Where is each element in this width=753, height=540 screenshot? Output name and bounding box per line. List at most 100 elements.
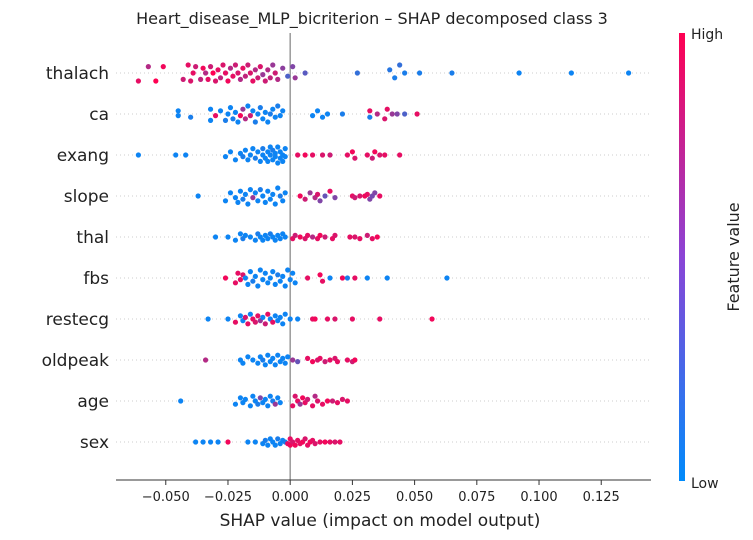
point-thalach-16 [215, 67, 221, 73]
x-tick-label: 0.025 [334, 490, 371, 505]
point-fbs-23 [287, 277, 293, 283]
point-age-28 [319, 401, 326, 407]
point-age-22 [300, 395, 306, 401]
point-thalach-36 [265, 67, 271, 73]
point-age-4 [242, 396, 248, 402]
point-ca-6 [217, 108, 224, 114]
point-restecg-29 [377, 316, 383, 322]
point-thalach-15 [212, 78, 219, 84]
point-age-32 [339, 396, 346, 402]
point-thal-15 [272, 237, 278, 243]
point-sex-29 [312, 441, 318, 447]
point-exang-42 [364, 152, 370, 158]
point-ca-13 [237, 113, 244, 119]
point-sex-34 [337, 439, 343, 445]
point-ca-25 [267, 111, 273, 117]
point-ca-24 [265, 119, 271, 125]
point-exang-45 [377, 152, 383, 158]
point-ca-22 [260, 116, 266, 122]
point-age-33 [344, 398, 351, 404]
point-thalach-40 [275, 76, 281, 82]
x-tick-label: −0.025 [204, 490, 252, 505]
colorbar-low-label: Low [691, 476, 719, 492]
point-sex-3 [215, 439, 221, 445]
point-slope-25 [302, 196, 308, 202]
point-oldpeak-13 [275, 352, 281, 358]
point-thalach-45 [302, 70, 308, 76]
point-slope-4 [235, 199, 241, 205]
feature-label-oldpeak: oldpeak [42, 351, 110, 371]
point-exang-2 [183, 152, 189, 158]
point-fbs-26 [305, 275, 311, 281]
point-restecg-30 [429, 316, 435, 322]
point-restecg-16 [270, 319, 276, 325]
feature-label-slope: slope [64, 187, 109, 207]
point-thalach-13 [207, 64, 214, 70]
point-ca-16 [245, 103, 251, 109]
point-ca-36 [367, 114, 373, 120]
point-ca-10 [230, 116, 236, 122]
point-ca-7 [222, 117, 229, 123]
point-ca-40 [384, 106, 390, 112]
point-oldpeak-23 [317, 355, 323, 361]
feature-labels: thalach ca exang slope thal fbs restecg oldpeak… [42, 64, 110, 453]
point-thal-7 [252, 237, 258, 243]
point-ca-8 [225, 111, 231, 117]
point-oldpeak-17 [285, 354, 291, 360]
point-ca-12 [235, 119, 241, 125]
point-fbs-18 [275, 272, 281, 278]
point-ca-37 [367, 108, 373, 114]
point-ca-33 [319, 114, 326, 120]
point-restecg-20 [280, 321, 286, 327]
point-restecg-26 [324, 316, 331, 322]
point-restecg-12 [260, 314, 266, 320]
point-thalach-0 [135, 78, 141, 84]
point-thalach-17 [217, 75, 224, 81]
point-thalach-38 [270, 62, 276, 68]
point-ca-42 [394, 111, 400, 117]
point-age-21 [297, 401, 303, 407]
x-tick-label: 0.125 [583, 490, 620, 505]
point-oldpeak-4 [250, 357, 256, 363]
point-thal-24 [305, 232, 311, 238]
point-thalach-5 [185, 62, 191, 68]
point-sex-21 [292, 442, 298, 448]
point-thalach-29 [247, 70, 253, 76]
point-restecg-6 [245, 321, 251, 327]
point-thalach-44 [292, 75, 298, 81]
point-ca-11 [232, 109, 239, 115]
point-thal-27 [317, 232, 323, 238]
point-oldpeak-27 [334, 359, 341, 365]
point-ca-44 [414, 111, 420, 117]
feature-label-restecg: restecg [46, 310, 109, 330]
point-restecg-28 [349, 316, 355, 322]
point-thalach-3 [160, 64, 166, 70]
point-thalach-18 [220, 62, 226, 68]
point-fbs-12 [260, 277, 266, 283]
point-exang-43 [369, 155, 375, 161]
point-oldpeak-2 [240, 360, 246, 366]
point-ca-4 [207, 106, 214, 112]
x-tick-label: 0.000 [272, 490, 309, 505]
point-oldpeak-12 [272, 362, 278, 368]
point-ca-3 [207, 117, 214, 123]
point-exang-31 [280, 158, 286, 164]
point-fbs-17 [272, 281, 278, 287]
point-oldpeak-24 [322, 359, 328, 365]
point-sex-1 [200, 439, 206, 445]
point-thal-31 [347, 234, 353, 240]
point-exang-19 [265, 158, 271, 164]
x-tick-label: 0.075 [458, 490, 495, 505]
point-age-2 [237, 395, 244, 401]
point-fbs-3 [237, 277, 244, 283]
point-exang-35 [302, 152, 308, 158]
point-sex-31 [322, 439, 328, 445]
x-axis-ticks: −0.050 −0.025 0.000 0.025 0.050 0.075 0.100 0.1… [142, 480, 620, 505]
point-thal-25 [309, 234, 316, 240]
point-exang-38 [327, 152, 333, 158]
point-oldpeak-28 [344, 357, 351, 363]
point-fbs-10 [255, 283, 261, 289]
point-sex-33 [332, 439, 338, 445]
point-age-6 [250, 393, 256, 399]
point-oldpeak-0 [202, 357, 209, 363]
